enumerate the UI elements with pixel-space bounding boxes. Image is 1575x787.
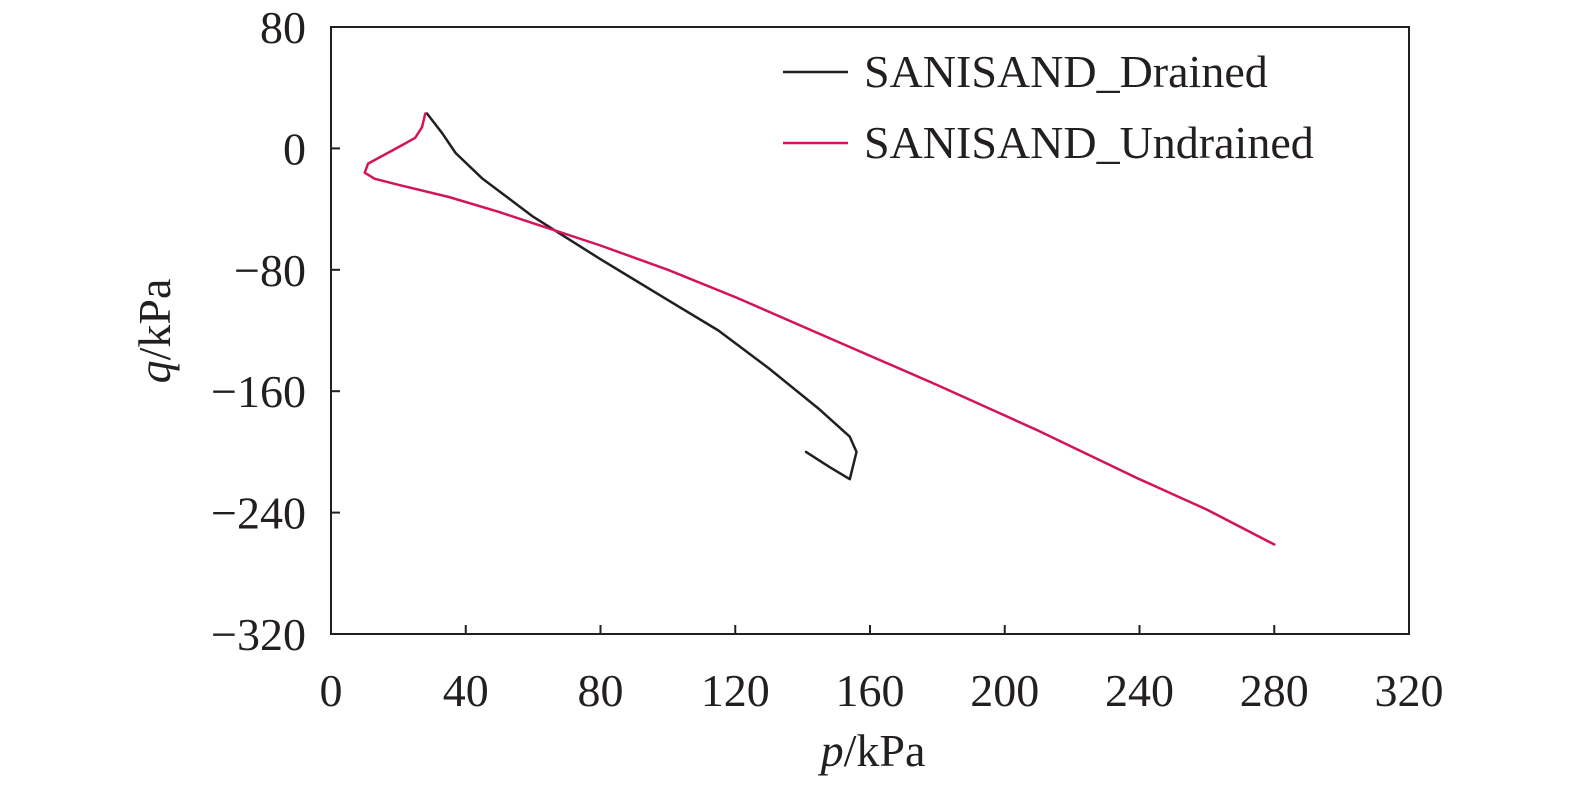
legend-label-undrained: SANISAND_Undrained xyxy=(864,117,1314,168)
y-axis-var: q xyxy=(129,360,180,383)
y-tick-label: −80 xyxy=(234,245,306,296)
y-tick-label: 0 xyxy=(283,123,306,174)
x-tick-label: 240 xyxy=(1105,665,1174,716)
y-ticks xyxy=(331,26,340,635)
y-tick-label: −160 xyxy=(211,366,306,417)
x-tick-label: 120 xyxy=(701,665,770,716)
y-axis-title: q/kPa xyxy=(129,279,180,384)
x-tick-label: 160 xyxy=(836,665,905,716)
y-tick-label: −320 xyxy=(211,609,306,660)
x-tick-label: 40 xyxy=(443,665,489,716)
x-tick-label: 80 xyxy=(578,665,624,716)
y-axis-unit: /kPa xyxy=(129,279,180,361)
x-axis-title: p/kPa xyxy=(818,725,926,776)
series-line-drained xyxy=(425,112,858,481)
legend-label-drained: SANISAND_Drained xyxy=(864,46,1268,97)
x-tick-label: 320 xyxy=(1375,665,1444,716)
x-tick-label: 200 xyxy=(970,665,1039,716)
plot-area xyxy=(330,26,1410,635)
x-tick-label: 280 xyxy=(1240,665,1309,716)
x-tick-label: 0 xyxy=(320,665,343,716)
legend: SANISAND_Drained SANISAND_Undrained xyxy=(783,46,1314,168)
x-tick-labels: 0 40 80 120 160 200 240 280 320 xyxy=(320,665,1444,716)
y-tick-label: 80 xyxy=(260,2,306,53)
series-line-undrained xyxy=(363,112,1276,546)
x-axis-var: p xyxy=(818,725,844,776)
x-ticks xyxy=(330,625,1410,634)
series-lines xyxy=(363,112,1276,546)
x-axis-unit: /kPa xyxy=(844,725,926,776)
y-tick-label: −240 xyxy=(211,488,306,539)
y-tick-labels: 80 0 −80 −160 −240 −320 xyxy=(211,2,306,660)
